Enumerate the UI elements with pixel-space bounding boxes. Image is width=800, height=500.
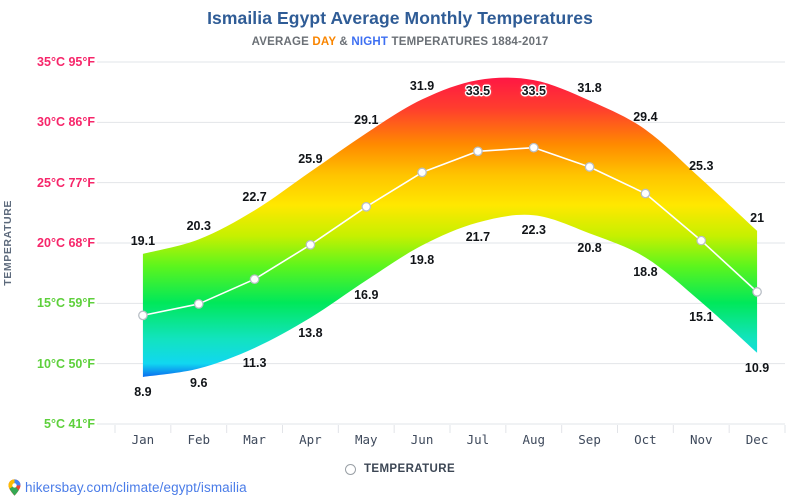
- x-axis-tick-label-jun: Jun: [410, 432, 434, 447]
- x-axis-tick-label-jan: Jan: [131, 432, 155, 447]
- subtitle-ampersand: &: [336, 36, 352, 48]
- legend-marker-temperature-icon: [344, 463, 356, 475]
- legend-label-temperature: TEMPERATURE: [363, 463, 456, 475]
- x-axis-tick-label-feb: Feb: [187, 432, 211, 447]
- x-axis-tick-label-oct: Oct: [634, 432, 657, 447]
- mean-temperature-points: [138, 142, 762, 321]
- data-point-marker: [361, 201, 372, 212]
- x-tick-marks: [114, 425, 786, 433]
- mean-temperature-line: [142, 146, 758, 317]
- data-point-marker: [528, 142, 539, 153]
- x-axis-tick-label-jul: Jul: [466, 432, 490, 447]
- x-axis-tick-label-sep: Sep: [578, 432, 601, 447]
- data-point-marker: [138, 310, 148, 321]
- data-point-marker: [305, 239, 316, 250]
- x-axis-tick-label-apr: Apr: [299, 432, 322, 447]
- source-link[interactable]: hikersbay.com/climate/egypt/ismailia: [25, 480, 247, 495]
- y-axis-tick-label: 15°C 59°F: [37, 296, 95, 311]
- subtitle-prefix: AVERAGE: [251, 36, 313, 48]
- data-point-marker: [584, 162, 595, 172]
- y-axis-tick-label: 25°C 77°F: [37, 175, 95, 190]
- data-point-marker: [640, 188, 651, 199]
- chart-legend: TEMPERATURE: [0, 463, 800, 475]
- x-axis-tick-label-nov: Nov: [689, 432, 713, 447]
- location-pin-icon: [8, 479, 21, 496]
- subtitle-night-word: NIGHT: [351, 36, 389, 48]
- y-axis-tick-label: 20°C 68°F: [37, 236, 95, 250]
- temperature-range-band: [142, 77, 758, 377]
- data-point-marker: [249, 274, 260, 285]
- x-axis-tick-label-mar: Mar: [243, 432, 266, 447]
- data-point-marker: [473, 146, 483, 157]
- data-point-marker: [193, 299, 204, 309]
- y-axis-tick-label: 5°C 41°F: [44, 417, 95, 431]
- chart-title: Ismailia Egypt Average Monthly Temperatu…: [207, 8, 593, 28]
- y-axis-tick-label: 30°C 86°F: [37, 115, 95, 130]
- y-axis-tick-label: 35°C 95°F: [37, 55, 95, 69]
- subtitle-suffix: TEMPERATURES 1884-2017: [388, 36, 549, 48]
- x-axis-tick-label-may: May: [354, 432, 378, 447]
- data-point-marker: [696, 235, 707, 246]
- y-axis-tick-label: 10°C 50°F: [37, 356, 95, 371]
- subtitle-day-word: DAY: [312, 36, 337, 48]
- data-point-marker: [417, 167, 427, 178]
- source-footer: hikersbay.com/climate/egypt/ismailia: [8, 479, 247, 496]
- x-axis-tick-label-aug: Aug: [522, 432, 546, 447]
- data-point-marker: [752, 287, 762, 297]
- chart-subtitle: AVERAGE DAY & NIGHT TEMPERATURES 1884-20…: [0, 36, 800, 48]
- x-axis-tick-label-dec: Dec: [745, 432, 769, 447]
